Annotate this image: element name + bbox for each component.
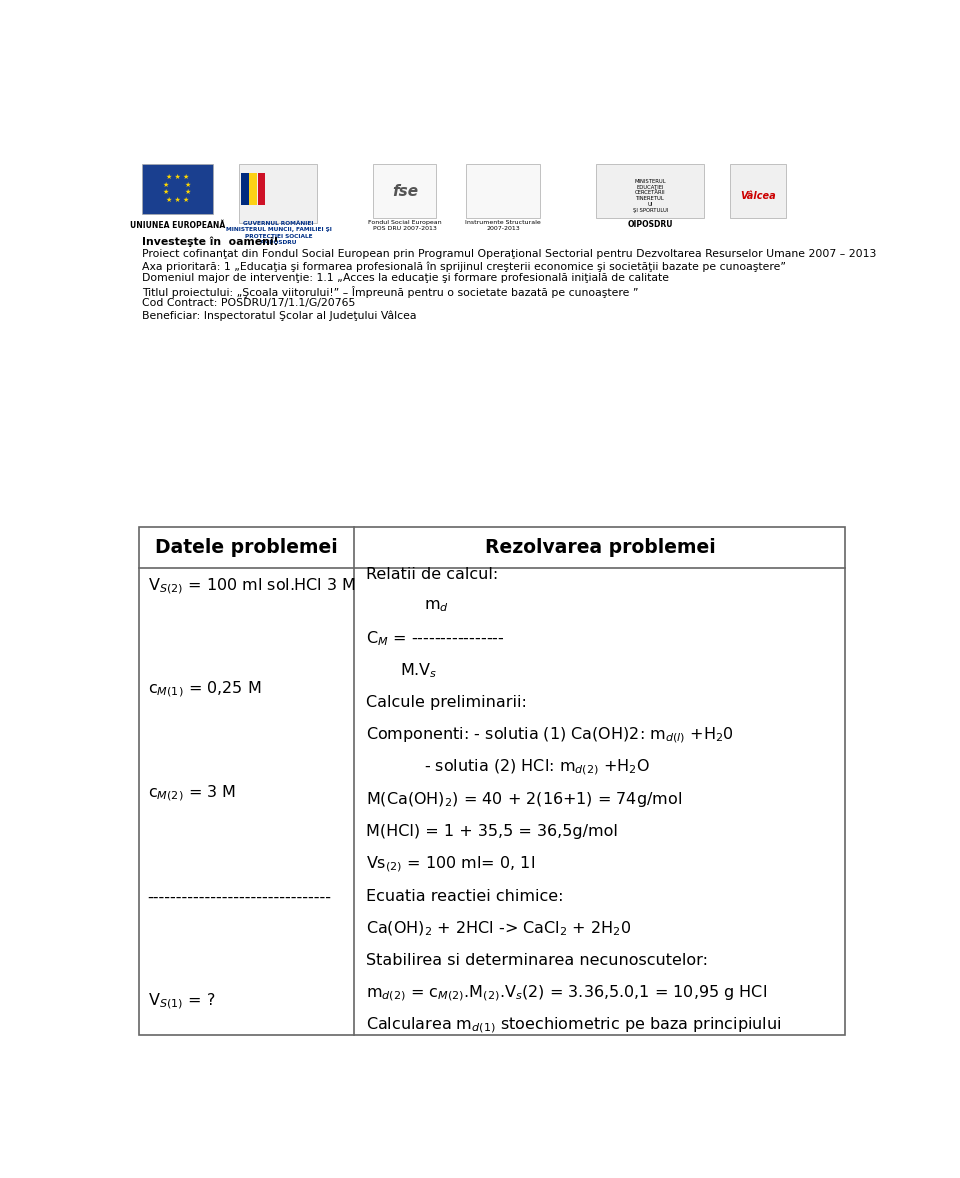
Text: Calcularea m$_{d(1)}$ stoechiometric pe baza principiului: Calcularea m$_{d(1)}$ stoechiometric pe … <box>366 1015 780 1035</box>
Text: fse: fse <box>392 184 418 199</box>
Text: M.V$_{s}$: M.V$_{s}$ <box>400 661 438 680</box>
Text: MINISTERUL
EDUCAŢIEI
CERCETĂRII
TINERETUL
UI
ŞI SPORTULUI: MINISTERUL EDUCAŢIEI CERCETĂRII TINERETU… <box>633 179 668 213</box>
Text: c$_{M(1)}$ = 0,25 M: c$_{M(1)}$ = 0,25 M <box>148 680 261 700</box>
Text: ★ ★ ★
★       ★
★       ★
★ ★ ★: ★ ★ ★ ★ ★ ★ ★ ★ ★ ★ <box>163 174 191 203</box>
FancyBboxPatch shape <box>596 164 704 218</box>
Text: m$_{d}$: m$_{d}$ <box>424 598 449 614</box>
FancyBboxPatch shape <box>241 173 249 205</box>
Text: Rezolvarea problemei: Rezolvarea problemei <box>485 538 715 557</box>
Text: OIPOSDRU: OIPOSDRU <box>628 220 673 230</box>
Text: GUVERNUL ROMÂNIEI
MINISTERUL MUNCII, FAMILIEI ŞI
PROTECŢIEI SOCIALE
AMPOSDRU: GUVERNUL ROMÂNIEI MINISTERUL MUNCII, FAM… <box>226 221 331 245</box>
Text: Ca(OH)$_{2}$ + 2HCl -> CaCl$_{2}$ + 2H$_{2}$0: Ca(OH)$_{2}$ + 2HCl -> CaCl$_{2}$ + 2H$_… <box>366 919 631 938</box>
FancyBboxPatch shape <box>466 164 540 218</box>
FancyBboxPatch shape <box>257 173 265 205</box>
Text: Axa prioritară: 1 „Educaţia şi formarea profesională în sprijinul creşterii econ: Axa prioritară: 1 „Educaţia şi formarea … <box>142 262 786 272</box>
Text: Vâlcea: Vâlcea <box>740 191 777 200</box>
FancyBboxPatch shape <box>730 164 786 218</box>
Text: Cod Contract: POSDRU/17/1.1/G/20765: Cod Contract: POSDRU/17/1.1/G/20765 <box>142 298 356 307</box>
Text: M(Ca(OH)$_{2}$) = 40 + 2(16+1) = 74g/mol: M(Ca(OH)$_{2}$) = 40 + 2(16+1) = 74g/mol <box>366 790 682 809</box>
Text: Fondul Social European
POS DRU 2007-2013: Fondul Social European POS DRU 2007-2013 <box>368 220 442 231</box>
Text: Proiect cofinanţat din Fondul Social European prin Programul Operaţional Sectori: Proiect cofinanţat din Fondul Social Eur… <box>142 249 876 259</box>
Text: V$_{S(2)}$ = 100 ml sol.HCl 3 M: V$_{S(2)}$ = 100 ml sol.HCl 3 M <box>148 576 355 596</box>
Text: - solutia (2) HCl: m$_{d(2)}$ +H$_{2}$O: - solutia (2) HCl: m$_{d(2)}$ +H$_{2}$O <box>424 757 651 777</box>
FancyBboxPatch shape <box>250 173 257 205</box>
Text: Relatii de calcul:: Relatii de calcul: <box>366 567 498 582</box>
Text: Titlul proiectului: „Şcoala viitorului!” – Împreună pentru o societate bazată pe: Titlul proiectului: „Şcoala viitorului!”… <box>142 285 638 298</box>
Text: Componenti: - solutia (1) Ca(OH)2: m$_{d(l)}$ +H$_{2}$0: Componenti: - solutia (1) Ca(OH)2: m$_{d… <box>366 726 733 744</box>
Text: Datele problemei: Datele problemei <box>156 538 338 557</box>
FancyBboxPatch shape <box>142 164 213 214</box>
Text: --------------------------------: -------------------------------- <box>148 889 331 905</box>
FancyBboxPatch shape <box>239 164 317 223</box>
Text: Ecuatia reactiei chimice:: Ecuatia reactiei chimice: <box>366 888 563 904</box>
Text: C$_{M}$ = ----------------: C$_{M}$ = ---------------- <box>366 629 504 648</box>
Text: M(HCl) = 1 + 35,5 = 36,5g/mol: M(HCl) = 1 + 35,5 = 36,5g/mol <box>366 825 617 840</box>
Text: m$_{d(2)}$ = c$_{M(2)}$.M$_{(2)}$.V$_{s}$(2) = 3.36,5.0,1 = 10,95 g HCl: m$_{d(2)}$ = c$_{M(2)}$.M$_{(2)}$.V$_{s}… <box>366 984 767 1002</box>
Text: UNIUNEA EUROPEANĂ: UNIUNEA EUROPEANĂ <box>130 221 225 230</box>
Text: Beneficiar: Inspectoratul Şcolar al Judeţului Vâlcea: Beneficiar: Inspectoratul Şcolar al Jude… <box>142 310 417 320</box>
Text: Calcule preliminarii:: Calcule preliminarii: <box>366 695 526 710</box>
Text: Investeşte în  oameni!: Investeşte în oameni! <box>142 237 278 247</box>
FancyBboxPatch shape <box>372 164 436 218</box>
Text: Stabilirea si determinarea necunoscutelor:: Stabilirea si determinarea necunoscutelo… <box>366 953 708 968</box>
Text: V$_{S(1)}$ = ?: V$_{S(1)}$ = ? <box>148 991 215 1011</box>
Text: Domeniul major de intervenţie: 1.1 „Acces la educaţie şi formare profesională in: Domeniul major de intervenţie: 1.1 „Acce… <box>142 273 669 284</box>
Text: Instrumente Structurale
2007-2013: Instrumente Structurale 2007-2013 <box>466 220 541 231</box>
Text: c$_{M(2)}$ = 3 M: c$_{M(2)}$ = 3 M <box>148 783 235 803</box>
Text: Vs$_{(2)}$ = 100 ml= 0, 1l: Vs$_{(2)}$ = 100 ml= 0, 1l <box>366 854 535 874</box>
Bar <box>138 527 846 1034</box>
